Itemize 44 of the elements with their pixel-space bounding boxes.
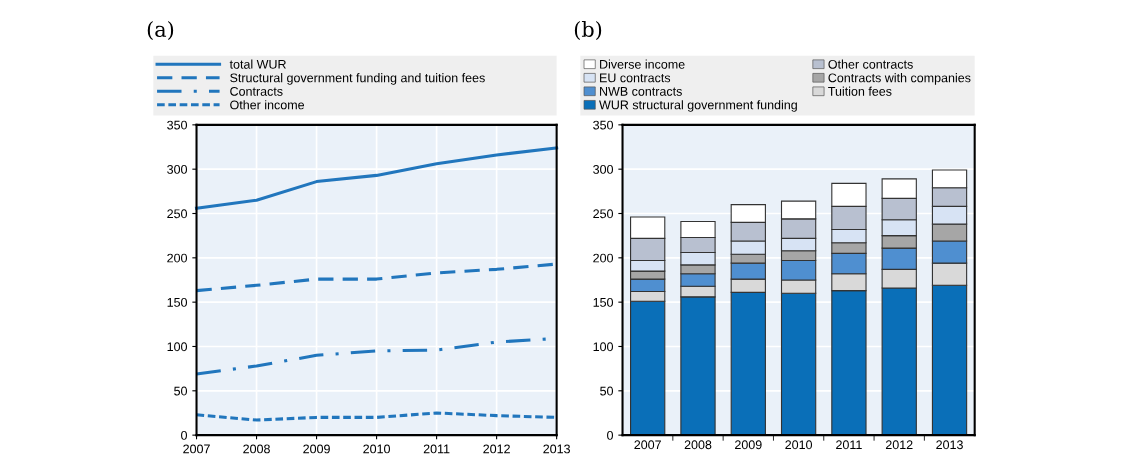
x-tick-label: 2008 (684, 440, 712, 450)
y-tick-label: 250 (593, 209, 614, 219)
x-tick-label: 2010 (785, 440, 813, 450)
x-tick-label: 2013 (543, 444, 570, 454)
x-tick-label: 2009 (735, 440, 762, 450)
y-tick-label: 50 (174, 386, 188, 396)
y-tick-label: 200 (167, 253, 188, 263)
y-tick-label: 100 (167, 342, 188, 352)
x-tick-label: 2013 (936, 440, 963, 450)
y-tick-label: 100 (593, 342, 614, 352)
y-tick-label: 300 (167, 164, 188, 174)
legend-label: Structural government funding and tuition fees (230, 73, 485, 85)
legend-label: Other income (230, 100, 305, 110)
legend-label: Contracts (230, 86, 283, 96)
y-tick-label: 200 (593, 253, 614, 263)
legend-label: Other contracts (828, 59, 913, 69)
legend-label: total WUR (229, 59, 286, 69)
legend-label: WUR structural government funding (599, 100, 797, 112)
legend-label: EU contracts (600, 73, 671, 83)
legend-label: NWB contracts (600, 87, 682, 96)
y-tick-label: 250 (167, 209, 188, 219)
legend-label: Contracts with companies (828, 73, 971, 85)
y-tick-label: 350 (593, 120, 614, 130)
y-tick-label: 150 (593, 297, 614, 307)
y-tick-label: 350 (167, 120, 188, 130)
x-tick-label: 2012 (885, 440, 913, 450)
legend-label: Diverse income (600, 59, 685, 69)
chart-title: (b) (574, 20, 602, 40)
y-tick-label: 0 (181, 430, 188, 440)
legend-label: Tuition fees (828, 86, 892, 96)
x-tick-label: 2009 (303, 444, 330, 454)
x-tick-label: 2008 (243, 444, 270, 454)
y-tick-label: 0 (607, 430, 614, 440)
x-tick-label: 2007 (183, 444, 210, 454)
x-tick-label: 2010 (363, 444, 390, 454)
chart-title: (a) (147, 20, 174, 40)
x-tick-label: 2011 (423, 444, 450, 454)
x-tick-label: 2012 (483, 444, 510, 454)
line-series (195, 146, 559, 210)
y-tick-label: 150 (167, 297, 188, 307)
x-tick-label: 2007 (634, 440, 661, 450)
y-tick-label: 300 (593, 164, 614, 174)
x-tick-label: 2011 (836, 440, 862, 450)
y-tick-label: 50 (600, 386, 614, 396)
